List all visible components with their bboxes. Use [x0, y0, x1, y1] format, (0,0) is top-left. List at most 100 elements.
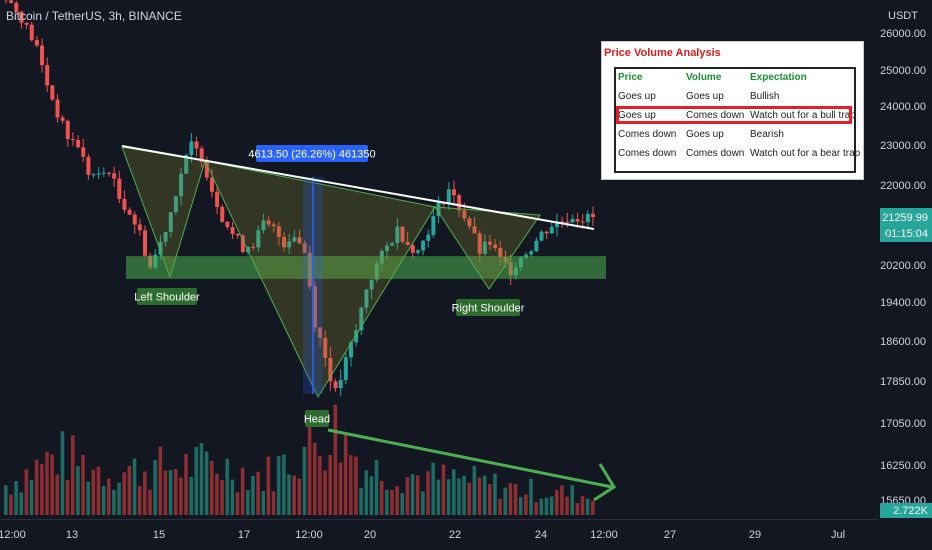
volume-bar [400, 493, 405, 515]
candle-body [354, 330, 359, 343]
pv-cell: Watch out for a bear trap [750, 148, 861, 159]
volume-bar [14, 481, 18, 515]
candle-body [209, 177, 214, 192]
pv-row: Comes down Comes down Watch out for a be… [616, 145, 860, 164]
price-volume-table: Price Volume Analysis Price Volume Expec… [601, 41, 864, 180]
volume-bar [580, 496, 585, 515]
volume-bar [410, 474, 415, 515]
y-tick-label: 17850.00 [880, 376, 926, 388]
pv-cell: Watch out for a bull trap [750, 110, 856, 121]
candle-body [230, 227, 235, 234]
candle-body [112, 173, 117, 179]
candle-body [343, 357, 348, 380]
pv-cell: Goes up [618, 91, 656, 102]
volume-bar [472, 465, 477, 515]
volume-bar [560, 485, 564, 515]
candle-body [29, 24, 34, 41]
volume-bar [436, 479, 441, 515]
volume-bar [266, 456, 271, 515]
volume-bar [379, 480, 384, 515]
candle-body [560, 221, 565, 223]
candle-body [45, 65, 50, 86]
volume-bar [307, 421, 312, 515]
candle-body [101, 172, 106, 174]
measure-label-bg [256, 145, 368, 162]
price-axis-bg [878, 0, 932, 550]
y-tick-label: 22000.00 [880, 180, 926, 192]
volume-arrowhead [593, 463, 617, 502]
candle-body [81, 147, 86, 157]
candle-body [137, 224, 142, 231]
volume-bar [230, 479, 235, 515]
volume-bar [158, 446, 163, 515]
symbol-title[interactable]: Bitcoin / TetherUS, 3h, BINANCE [6, 9, 182, 23]
volume-bar [529, 478, 533, 515]
candle-body [9, 0, 14, 3]
current-price-tag [880, 208, 932, 242]
y-tick-label: 26000.00 [880, 28, 926, 40]
pv-table-grid: Price Volume Expectation Goes up Goes up… [614, 67, 860, 173]
currency-unit[interactable]: USDT [888, 10, 918, 22]
volume-bar [251, 475, 255, 515]
volume-bar [462, 475, 466, 515]
pv-header-expectation: Expectation [750, 72, 807, 83]
candle-body [292, 237, 297, 242]
candle-body [256, 230, 261, 248]
candle-body [204, 161, 209, 178]
volume-bar [503, 487, 508, 515]
candle-body [117, 178, 122, 199]
volume-bar [544, 497, 549, 515]
candle-body [261, 220, 266, 231]
candle-body [539, 231, 544, 241]
volume-bar [524, 494, 528, 515]
pv-table-title: Price Volume Analysis [604, 47, 721, 59]
x-tick-label: 13 [66, 529, 78, 541]
candle-body [472, 226, 477, 234]
candle-body [24, 22, 29, 25]
candle-body [395, 226, 400, 244]
candle-body [436, 202, 441, 217]
left-shoulder-label-bg [137, 288, 197, 305]
candle-body [168, 212, 173, 232]
candle-body [431, 216, 436, 235]
candle-body [235, 233, 240, 236]
candle-body [189, 141, 194, 156]
candles [4, 0, 595, 397]
candle-body [390, 243, 395, 246]
candle-body [215, 191, 220, 207]
candle-body [143, 230, 148, 256]
candle-body [369, 279, 374, 290]
x-tick-label: 22 [449, 529, 461, 541]
pv-header-volume: Volume [686, 72, 722, 83]
candle-body [462, 210, 467, 219]
volume-bar [168, 470, 173, 515]
x-tick-label: 12:00 [295, 529, 323, 541]
volume-bar [338, 462, 343, 515]
candle-body [163, 231, 168, 242]
candle-body [359, 307, 364, 331]
head-label-bg [305, 410, 329, 427]
volume-bar [76, 466, 80, 515]
volume-bar [225, 458, 230, 515]
candle-body [199, 148, 204, 162]
x-tick-label: 29 [749, 529, 761, 541]
candle-body [477, 233, 482, 254]
volume-bar [312, 442, 317, 515]
candle-body [132, 214, 137, 225]
candle-body [179, 173, 184, 197]
x-tick-label: 15 [153, 529, 165, 541]
volume-bar [328, 454, 332, 515]
volume-bar [132, 458, 137, 515]
x-tick-label: 27 [664, 529, 676, 541]
time-axis-bg [0, 520, 932, 550]
candle-body [446, 189, 451, 204]
pv-cell: Goes up [686, 91, 724, 102]
volume-bar [81, 454, 85, 515]
candle-body [323, 337, 328, 358]
candle-body [348, 342, 353, 358]
pv-cell: Bearish [750, 129, 784, 140]
volume-bar [570, 485, 575, 515]
candle-body [76, 139, 81, 148]
candle-body [220, 206, 225, 222]
